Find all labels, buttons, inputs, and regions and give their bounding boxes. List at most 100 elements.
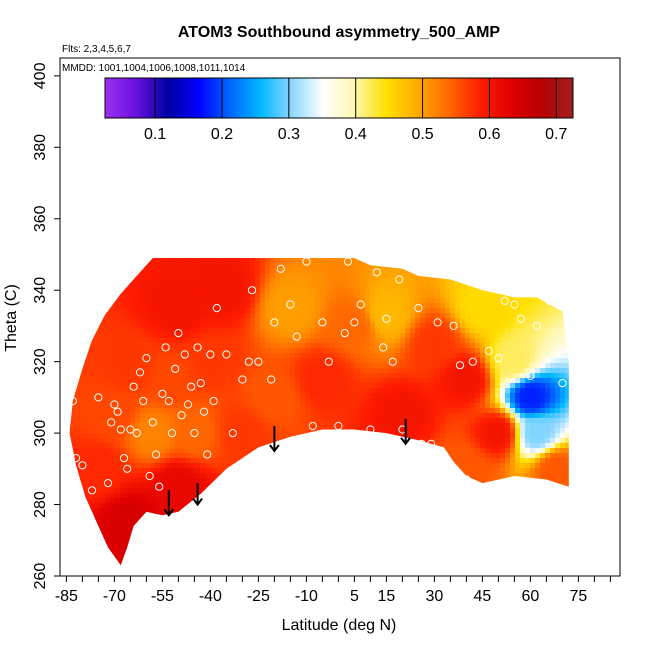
heatmap-cell (105, 538, 111, 544)
heatmap-cell (69, 478, 71, 484)
heatmap-cell (225, 493, 231, 499)
heatmap-cell (290, 363, 296, 369)
heatmap-cell (400, 418, 406, 424)
heatmap-cell (105, 313, 111, 319)
heatmap-cell (405, 498, 411, 504)
heatmap-cell (130, 418, 136, 424)
heatmap-cell (85, 243, 91, 249)
heatmap-cell (370, 503, 376, 509)
heatmap-cell (260, 273, 266, 279)
heatmap-cell (370, 533, 376, 539)
heatmap-cell (380, 273, 386, 279)
heatmap-cell (305, 378, 311, 384)
heatmap-cell (130, 358, 136, 364)
heatmap-cell (340, 418, 346, 424)
heatmap-cell (260, 348, 266, 354)
heatmap-cell (60, 283, 66, 289)
heatmap-cell (130, 328, 136, 334)
heatmap-cell (300, 398, 306, 404)
heatmap-cell (130, 513, 136, 519)
heatmap-cell (325, 323, 331, 329)
heatmap-cell (195, 308, 201, 314)
heatmap-cell (75, 473, 81, 479)
heatmap-cell (245, 418, 251, 424)
heatmap-cell (280, 238, 286, 244)
heatmap-cell (110, 538, 116, 544)
heatmap-cell (380, 383, 386, 389)
heatmap-cell (340, 398, 346, 404)
heatmap-cell (360, 473, 366, 479)
heatmap-cell (270, 568, 276, 574)
heatmap-cell (70, 413, 76, 419)
heatmap-cell (185, 298, 191, 304)
heatmap-cell (365, 323, 371, 329)
heatmap-cell (220, 553, 226, 559)
heatmap-cell (235, 383, 241, 389)
heatmap-cell (340, 443, 346, 449)
heatmap-cell (125, 473, 131, 479)
heatmap-cell (295, 373, 301, 379)
heatmap-cell (300, 343, 306, 349)
heatmap-cell (370, 258, 376, 259)
heatmap-cell (165, 383, 171, 389)
heatmap-cell (120, 433, 126, 439)
heatmap-cell (280, 388, 286, 394)
heatmap-cell (185, 358, 191, 364)
heatmap-cell (135, 278, 141, 284)
heatmap-cell (65, 248, 71, 254)
heatmap-cell (140, 318, 146, 324)
heatmap-cell (305, 273, 311, 279)
heatmap-cell (365, 383, 371, 389)
heatmap-cell (100, 463, 106, 469)
heatmap-cell (295, 488, 301, 494)
heatmap-cell (320, 328, 326, 334)
heatmap-cell (405, 423, 411, 429)
heatmap-cell (390, 408, 396, 414)
heatmap-cell (60, 393, 66, 399)
heatmap-cell (135, 388, 141, 394)
heatmap-cell (69, 538, 71, 544)
heatmap-cell (415, 283, 421, 289)
heatmap-cell (325, 298, 331, 304)
heatmap-cell (240, 268, 246, 274)
heatmap-cell (305, 438, 311, 444)
heatmap-cell (300, 503, 306, 509)
heatmap-cell (360, 408, 366, 414)
heatmap-cell (235, 413, 241, 419)
heatmap-cell (90, 283, 96, 289)
heatmap-cell (115, 408, 121, 414)
heatmap-cell (230, 483, 236, 489)
heatmap-cell (100, 283, 106, 289)
heatmap-cell (135, 418, 141, 424)
heatmap-cell (120, 533, 126, 539)
heatmap-cell (115, 503, 121, 509)
heatmap-cell (160, 343, 166, 349)
heatmap-cell (240, 348, 246, 354)
heatmap-cell (220, 423, 226, 429)
heatmap-cell (185, 548, 191, 554)
heatmap-cell (245, 553, 251, 559)
heatmap-cell (250, 398, 256, 404)
heatmap-cell (370, 263, 376, 269)
heatmap-cell (325, 333, 331, 339)
heatmap-cell (230, 248, 236, 254)
heatmap-cell (305, 548, 311, 554)
heatmap-cell (385, 488, 391, 494)
heatmap-cell (185, 243, 191, 249)
heatmap-cell (400, 513, 406, 519)
heatmap-cell (355, 553, 361, 559)
heatmap-cell (335, 453, 341, 459)
heatmap-cell (265, 408, 271, 414)
heatmap-cell (260, 523, 266, 529)
heatmap-cell (105, 368, 111, 374)
heatmap-cell (220, 448, 226, 454)
heatmap-cell (400, 468, 406, 474)
heatmap-cell (130, 263, 136, 269)
heatmap-cell (370, 558, 376, 564)
heatmap-cell (340, 493, 346, 499)
heatmap-cell (200, 518, 206, 524)
heatmap-cell (160, 323, 166, 329)
heatmap-cell (135, 568, 141, 574)
heatmap-cell (240, 408, 246, 414)
heatmap-cell (400, 543, 406, 549)
